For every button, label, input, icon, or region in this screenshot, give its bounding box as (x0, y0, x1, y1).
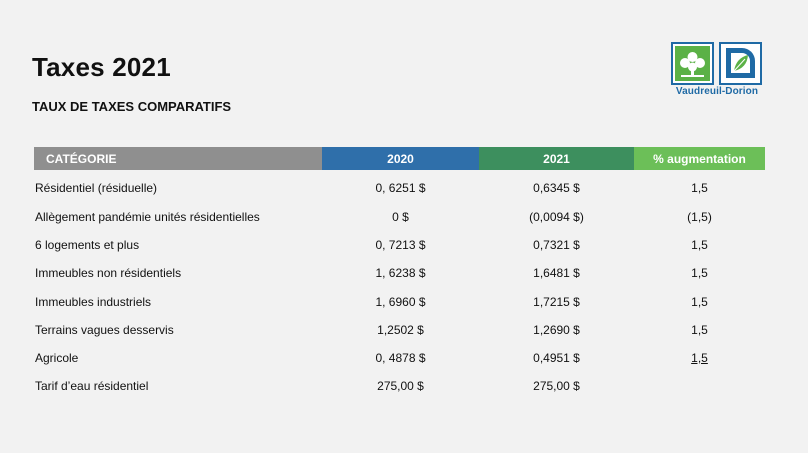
category-cell: Immeubles non résidentiels (35, 266, 182, 281)
table-row: Résidentiel (résiduelle) 0, 6251 $ 0,634… (34, 170, 765, 203)
logo-text: Vaudreuil-Dorion (675, 86, 759, 97)
table-row: Tarif d’eau résidentiel 275,00 $ 275,00 … (34, 372, 765, 400)
column-header-category: CATÉGORIE (34, 147, 322, 170)
table-row: Immeubles industriels 1, 6960 $ 1,7215 $… (34, 288, 765, 316)
value-2021-cell: (0,0094 $) (529, 210, 584, 225)
tax-rates-table: CATÉGORIE 2020 2021 % augmentation Résid… (34, 147, 765, 400)
value-2021-cell: 1,2690 $ (533, 322, 580, 337)
value-2021-cell: 0,4951 $ (533, 351, 580, 366)
page-subtitle: TAUX DE TAXES COMPARATIFS (32, 99, 232, 114)
table-row: 6 logements et plus 0, 7213 $ 0,7321 $ 1… (34, 231, 765, 259)
increase-cell: (1,5) (687, 210, 712, 225)
increase-cell: 1,5 (691, 351, 708, 366)
table-row: Agricole 0, 4878 $ 0,4951 $ 1,5 (34, 344, 765, 372)
value-2020-cell: 1,2502 $ (377, 322, 424, 337)
increase-cell: 1,5 (691, 322, 708, 337)
increase-cell: 1,5 (691, 266, 708, 281)
increase-cell (634, 372, 765, 400)
value-2021-cell: 1,7215 $ (533, 294, 580, 309)
table-header-row: CATÉGORIE 2020 2021 % augmentation (34, 147, 765, 170)
category-cell: Agricole (35, 351, 79, 366)
category-cell: Tarif d’eau résidentiel (35, 379, 149, 394)
increase-cell: 1,5 (691, 180, 708, 195)
value-2020-cell: 0, 6251 $ (375, 180, 426, 195)
column-header-increase: % augmentation (634, 147, 765, 170)
vaudreuil-dorion-logo: Vaudreuil-Dorion (666, 42, 768, 102)
value-2020-cell: 1, 6960 $ (375, 294, 426, 309)
table-row: Terrains vagues desservis 1,2502 $ 1,269… (34, 316, 765, 344)
value-2021-cell: 1,6481 $ (533, 266, 580, 281)
page-title: Taxes 2021 (32, 52, 171, 82)
value-2020-cell: 1, 6238 $ (375, 266, 426, 281)
value-2020-cell: 0, 4878 $ (375, 351, 426, 366)
category-cell: Immeubles industriels (35, 294, 152, 309)
category-cell: 6 logements et plus (35, 238, 140, 253)
category-cell: Allègement pandémie unités résidentielle… (35, 210, 260, 225)
value-2020-cell: 275,00 $ (377, 379, 424, 394)
column-header-2020: 2020 (322, 147, 479, 170)
increase-cell: 1,5 (691, 238, 708, 253)
value-2021-cell: 0,7321 $ (533, 238, 580, 253)
value-2021-cell: 0,6345 $ (533, 180, 580, 195)
table-row: Allègement pandémie unités résidentielle… (34, 203, 765, 231)
column-header-2021: 2021 (479, 147, 634, 170)
increase-cell: 1,5 (691, 294, 708, 309)
category-cell: Résidentiel (résiduelle) (35, 180, 158, 195)
category-cell: Terrains vagues desservis (35, 322, 174, 337)
value-2021-cell: 275,00 $ (533, 379, 580, 394)
logo-emblem-icon (671, 42, 762, 85)
value-2020-cell: 0 $ (392, 210, 409, 225)
value-2020-cell: 0, 7213 $ (375, 238, 426, 253)
table-row: Immeubles non résidentiels 1, 6238 $ 1,6… (34, 259, 765, 287)
